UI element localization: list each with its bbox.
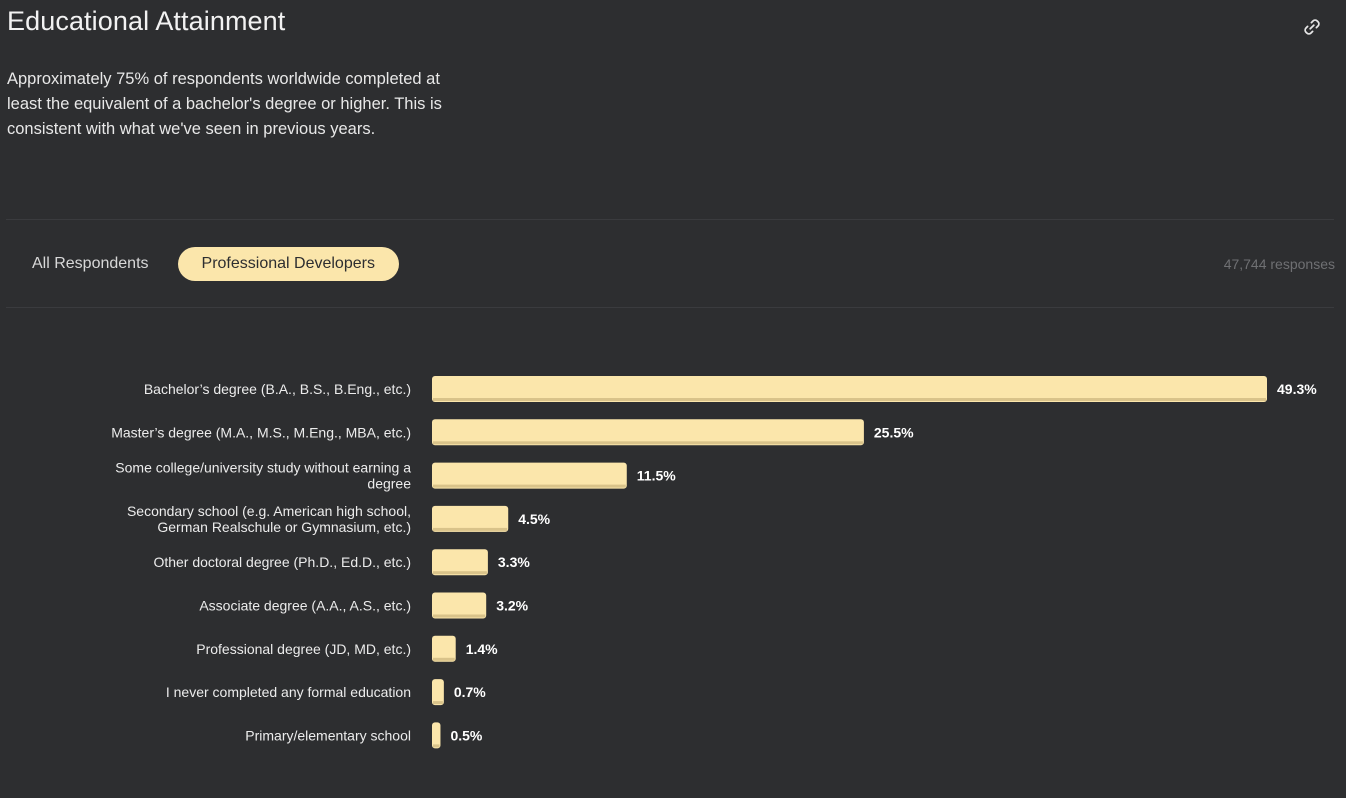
category-label: Other doctoral degree (Ph.D., Ed.D., etc… bbox=[153, 554, 411, 570]
value-label: 11.5% bbox=[637, 468, 676, 484]
response-count: 47,744 responses bbox=[1223, 256, 1335, 272]
value-label: 49.3% bbox=[1277, 381, 1317, 397]
bar-row: 3.3% Other doctoral degree (Ph.D., Ed.D.,… bbox=[153, 549, 530, 576]
bar bbox=[432, 505, 509, 532]
link-icon[interactable] bbox=[1302, 17, 1322, 37]
bar bbox=[432, 419, 864, 446]
bar-shade bbox=[433, 527, 508, 531]
bar bbox=[432, 679, 444, 706]
tab-bar: All Respondents Professional Developers bbox=[8, 247, 399, 281]
bar-shade bbox=[433, 398, 1266, 401]
category-label: Primary/elementary school bbox=[245, 727, 411, 743]
bar bbox=[432, 462, 627, 489]
bar-row: 0.5% Primary/elementary school bbox=[245, 722, 483, 749]
category-label: Secondary school (e.g. American high sch… bbox=[127, 503, 411, 535]
tab-professional-developers[interactable]: Professional Developers bbox=[177, 247, 399, 281]
bar bbox=[432, 592, 487, 619]
value-label: 0.5% bbox=[450, 727, 482, 743]
category-label: Professional degree (JD, MD, etc.) bbox=[196, 641, 411, 657]
bar-shade bbox=[433, 657, 455, 661]
value-label: 4.5% bbox=[518, 511, 550, 527]
bar-shade bbox=[433, 701, 443, 705]
value-label: 3.3% bbox=[498, 554, 530, 570]
value-label: 0.7% bbox=[454, 684, 486, 700]
bar-row: 11.5% Some college/university study witho… bbox=[115, 460, 676, 492]
bar bbox=[432, 376, 1267, 402]
value-label: 1.4% bbox=[466, 641, 498, 657]
category-label: Associate degree (A.A., A.S., etc.) bbox=[199, 598, 411, 614]
category-label: I never completed any formal education bbox=[166, 684, 411, 700]
category-label: Master’s degree (M.A., M.S., M.Eng., MBA… bbox=[111, 424, 411, 440]
bar-row: 3.2% Associate degree (A.A., A.S., etc.) bbox=[199, 592, 529, 619]
bar-shade bbox=[433, 484, 626, 488]
tab-all-respondents[interactable]: All Respondents bbox=[32, 255, 149, 272]
bar-row: 49.3% Bachelor’s degree (B.A., B.S., B.En… bbox=[144, 376, 1317, 402]
bar-row: 0.7% I never completed any formal educati… bbox=[166, 679, 486, 706]
bar-shade bbox=[433, 571, 487, 575]
bar bbox=[432, 722, 441, 749]
category-label: Bachelor’s degree (B.A., B.S., B.Eng., e… bbox=[144, 381, 411, 397]
value-label: 25.5% bbox=[874, 424, 914, 440]
bar-shade bbox=[433, 614, 486, 618]
bar-row: 1.4% Professional degree (JD, MD, etc.) bbox=[196, 635, 498, 662]
description: Approximately 75% of respondents worldwi… bbox=[7, 70, 442, 138]
bar-shade bbox=[433, 441, 863, 445]
category-label: Some college/university study without ea… bbox=[115, 460, 411, 492]
bar-shade bbox=[433, 744, 440, 748]
bar-row: 4.5% Secondary school (e.g. American high… bbox=[127, 503, 551, 535]
value-label: 3.2% bbox=[496, 598, 528, 614]
bar-row: 25.5% Master’s degree (M.A., M.S., M.Eng.… bbox=[111, 419, 914, 446]
divider bbox=[6, 307, 1334, 308]
divider bbox=[6, 219, 1334, 220]
page-title: Educational Attainment bbox=[7, 6, 286, 36]
bar bbox=[432, 549, 488, 576]
bar bbox=[432, 635, 456, 662]
